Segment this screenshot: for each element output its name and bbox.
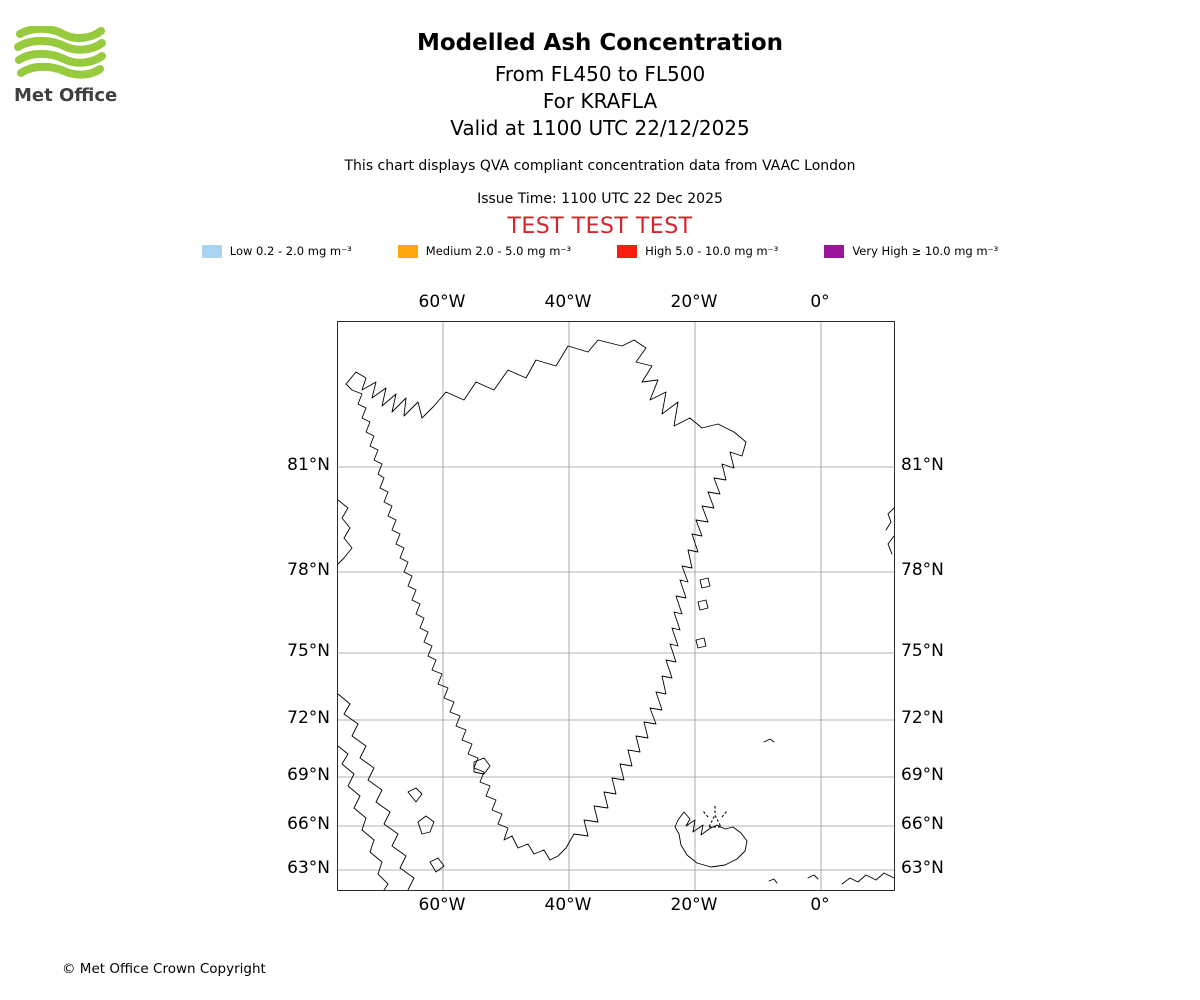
map-gridlines <box>338 322 894 890</box>
legend-item-low: Low 0.2 - 2.0 mg m⁻³ <box>201 244 352 258</box>
legend-label-high: High 5.0 - 10.0 mg m⁻³ <box>645 244 779 258</box>
lon-tick-bottom-20w: 20°W <box>670 895 718 915</box>
legend-item-very-high: Very High ≥ 10.0 mg m⁻³ <box>824 244 998 258</box>
lat-tick-left-81n: 81°N <box>287 455 330 475</box>
baffin-island-2 <box>407 787 423 803</box>
baffin-coast-a <box>337 693 415 891</box>
legend-item-high: High 5.0 - 10.0 mg m⁻³ <box>617 244 778 258</box>
compliance-note: This chart displays QVA compliant concen… <box>344 158 856 174</box>
legend-item-medium: Medium 2.0 - 5.0 mg m⁻³ <box>397 244 572 258</box>
lon-tick-top-0: 0° <box>810 292 830 312</box>
legend-label-very-high: Very High ≥ 10.0 mg m⁻³ <box>852 244 999 258</box>
jan-mayen-island <box>763 738 775 743</box>
lat-tick-right-63n: 63°N <box>901 858 944 878</box>
map <box>337 321 895 891</box>
greenland-coastline <box>345 339 747 861</box>
legend-swatch-medium <box>397 244 418 258</box>
page-title: Modelled Ash Concentration <box>416 30 784 56</box>
lon-tick-top-60w: 60°W <box>418 292 466 312</box>
svalbard-coast <box>885 507 895 555</box>
met-office-logo: Met Office <box>14 24 124 106</box>
lat-tick-right-66n: 66°N <box>901 814 944 834</box>
issue-time: Issue Time: 1100 UTC 22 Dec 2025 <box>477 191 723 207</box>
east-greenland-island-2 <box>697 599 709 611</box>
lat-tick-left-63n: 63°N <box>287 858 330 878</box>
east-greenland-island-1 <box>699 577 711 589</box>
flight-level-subtitle: From FL450 to FL500 <box>494 62 706 86</box>
legend-swatch-very-high <box>824 244 845 258</box>
copyright-notice: © Met Office Crown Copyright <box>62 961 266 977</box>
lon-tick-bottom-0: 0° <box>810 895 830 915</box>
met-office-logo-text: Met Office <box>14 85 118 106</box>
east-greenland-island-3 <box>695 637 707 649</box>
lat-tick-left-72n: 72°N <box>287 708 330 728</box>
lon-tick-top-20w: 20°W <box>670 292 718 312</box>
coastlines <box>337 339 895 891</box>
baffin-island-1 <box>417 815 435 835</box>
valid-time-subtitle: Valid at 1100 UTC 22/12/2025 <box>450 116 750 140</box>
lat-tick-right-72n: 72°N <box>901 708 944 728</box>
bottom-right-islet-1 <box>807 874 819 880</box>
lat-tick-right-69n: 69°N <box>901 765 944 785</box>
test-banner: TEST TEST TEST <box>507 214 693 239</box>
legend-swatch-high <box>617 244 638 258</box>
ellesmere-coast <box>337 499 353 565</box>
lat-tick-left-75n: 75°N <box>287 641 330 661</box>
lon-tick-bottom-40w: 40°W <box>544 895 592 915</box>
lon-tick-bottom-60w: 60°W <box>418 895 466 915</box>
legend: Low 0.2 - 2.0 mg m⁻³ Medium 2.0 - 5.0 mg… <box>0 244 1200 258</box>
baffin-coast-b <box>337 745 389 891</box>
lat-tick-left-69n: 69°N <box>287 765 330 785</box>
lat-tick-right-81n: 81°N <box>901 455 944 475</box>
disko-island <box>473 757 491 775</box>
bottom-right-islet-2 <box>768 878 778 884</box>
lat-tick-left-78n: 78°N <box>287 560 330 580</box>
legend-label-low: Low 0.2 - 2.0 mg m⁻³ <box>229 244 352 258</box>
volcano-subtitle: For KRAFLA <box>542 89 658 113</box>
lat-tick-right-75n: 75°N <box>901 641 944 661</box>
met-office-logo-icon <box>14 24 106 79</box>
lat-tick-left-66n: 66°N <box>287 814 330 834</box>
bottom-right-coast <box>841 872 895 885</box>
legend-label-medium: Medium 2.0 - 5.0 mg m⁻³ <box>425 244 572 258</box>
map-canvas <box>337 322 895 891</box>
volcano-marker <box>702 806 728 828</box>
iceland-coastline <box>674 811 748 868</box>
lon-tick-top-40w: 40°W <box>544 292 592 312</box>
legend-swatch-low <box>201 244 222 258</box>
lat-tick-right-78n: 78°N <box>901 560 944 580</box>
baffin-island-3 <box>429 857 445 873</box>
